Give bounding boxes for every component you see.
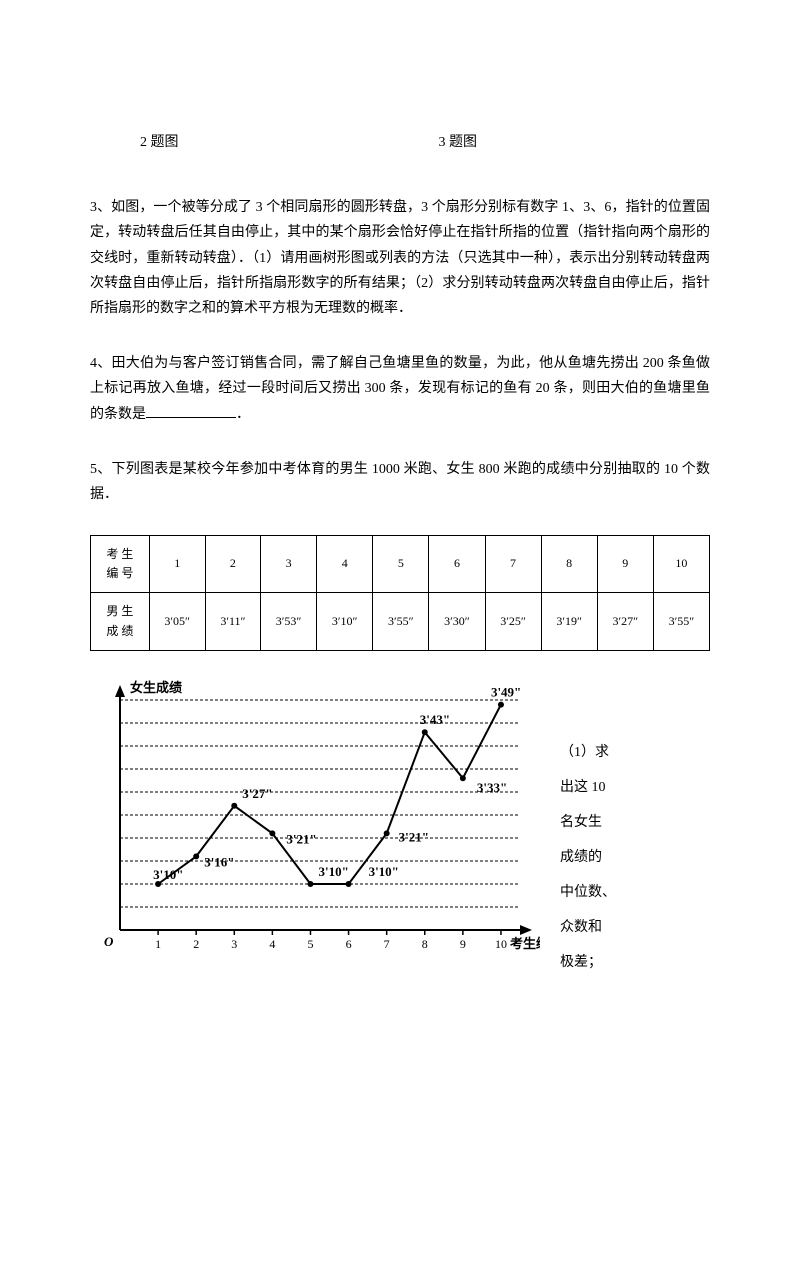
svg-text:女生成绩: 女生成绩 [130,680,182,695]
th-4: 4 [317,536,373,593]
table-header-row: 考 生 编 号 1 2 3 4 5 6 7 8 9 10 [91,536,710,593]
svg-text:9: 9 [460,937,466,951]
figure-2-label: 2 题图 [140,130,179,155]
question-5-intro-text: 5、下列图表是某校今年参加中考体育的男生 1000 米跑、女生 800 米跑的成… [90,462,710,502]
svg-text:3'27": 3'27" [242,786,272,801]
svg-text:3'33": 3'33" [477,780,507,795]
fill-blank [146,417,236,418]
question-3: 3、如图，一个被等分成了 3 个相同扇形的圆形转盘，3 个扇形分别标有数字 1、… [90,195,710,321]
svg-text:3'10": 3'10" [318,864,348,879]
td-7: 3′25″ [485,593,541,650]
svg-text:5: 5 [307,937,313,951]
th-2: 2 [205,536,260,593]
td-8: 3′19″ [541,593,597,650]
td-5: 3′55″ [373,593,429,650]
st-5: 中位数、 [560,875,616,910]
svg-text:10: 10 [495,937,507,951]
th-9: 9 [597,536,653,593]
th-1: 1 [149,536,205,593]
question-4-suffix: ． [236,407,250,422]
td-4: 3′10″ [317,593,373,650]
td-1: 3′05″ [149,593,205,650]
svg-text:2: 2 [193,937,199,951]
th-8: 8 [541,536,597,593]
question-5-intro: 5、下列图表是某校今年参加中考体育的男生 1000 米跑、女生 800 米跑的成… [90,457,710,507]
question-5-subtext: （1）求 出这 10 名女生 成绩的 中位数、 众数和 极差； [560,675,616,980]
th-3: 3 [261,536,317,593]
boys-score-table: 考 生 编 号 1 2 3 4 5 6 7 8 9 10 男 生 成 绩 3′0… [90,535,710,651]
question-3-text: 3、如图，一个被等分成了 3 个相同扇形的圆形转盘，3 个扇形分别标有数字 1、… [90,200,710,316]
question-4: 4、田大伯为与客户签订销售合同，需了解自己鱼塘里鱼的数量，为此，他从鱼塘先捞出 … [90,351,710,427]
th-6: 6 [429,536,485,593]
st-6: 众数和 [560,910,616,945]
td-3: 3′53″ [261,593,317,650]
td-10: 3′55″ [653,593,709,650]
chart-section: 女生成绩考生编号 O 1 2 3 4 5 6 7 8 9 10 3'10" 3'16" 3'27" 3'21"… [90,675,710,980]
td-6: 3′30″ [429,593,485,650]
svg-text:1: 1 [155,937,161,951]
td-9: 3′27″ [597,593,653,650]
th-5: 5 [373,536,429,593]
question-4-prefix: 4、田大伯为与客户签订销售合同，需了解自己鱼塘里鱼的数量，为此，他从鱼塘先捞出 … [90,356,710,421]
svg-text:4: 4 [269,937,275,951]
svg-text:6: 6 [346,937,352,951]
svg-text:考生编号: 考生编号 [510,936,540,951]
st-7: 极差； [560,945,616,980]
svg-text:7: 7 [384,937,390,951]
svg-text:8: 8 [422,937,428,951]
th-10: 10 [653,536,709,593]
td-2: 3′11″ [205,593,260,650]
girls-line-chart: 女生成绩考生编号 O 1 2 3 4 5 6 7 8 9 10 3'10" 3'16" 3'27" 3'21"… [90,675,540,965]
st-3: 名女生 [560,805,616,840]
st-4: 成绩的 [560,840,616,875]
col-label-id: 考 生 编 号 [91,536,150,593]
svg-text:3'49": 3'49" [491,684,521,699]
svg-text:3'21": 3'21" [286,831,316,846]
svg-text:3: 3 [231,937,237,951]
th-7: 7 [485,536,541,593]
table-value-row: 男 生 成 绩 3′05″ 3′11″ 3′53″ 3′10″ 3′55″ 3′… [91,593,710,650]
svg-text:3'10": 3'10" [369,864,399,879]
col-label-score: 男 生 成 绩 [91,593,150,650]
svg-text:3'10": 3'10" [153,867,183,882]
figure-labels-row: 2 题图 3 题图 [90,130,710,155]
svg-text:3'16": 3'16" [204,854,234,869]
svg-text:3'43": 3'43" [420,712,450,727]
svg-text:O: O [104,934,114,949]
figure-3-label: 3 题图 [439,130,478,155]
svg-text:3'21": 3'21" [399,829,429,844]
chart-svg: 女生成绩考生编号 O 1 2 3 4 5 6 7 8 9 10 3'10" 3'16" 3'27" 3'21"… [90,675,540,965]
st-2: 出这 10 [560,770,616,805]
st-1: （1）求 [560,735,616,770]
